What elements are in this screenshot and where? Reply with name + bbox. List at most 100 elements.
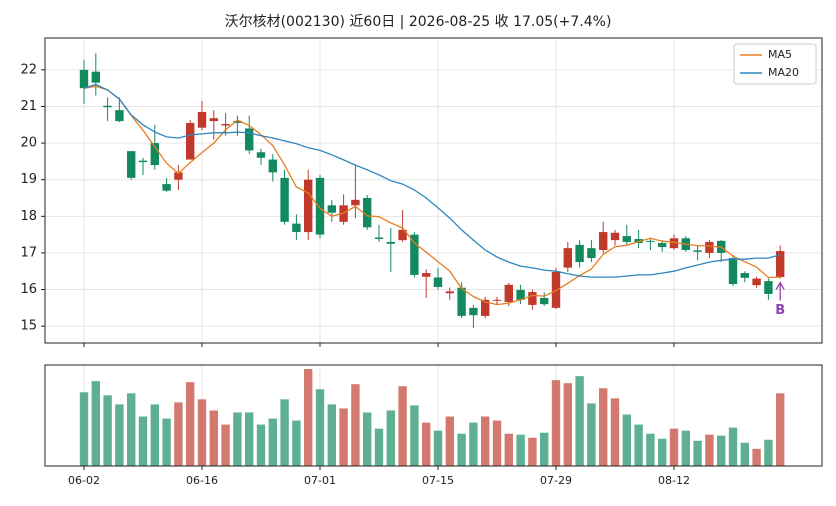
y-tick-label: 16	[20, 282, 37, 297]
volume-bar	[646, 433, 655, 466]
legend-label: MA5	[768, 48, 792, 61]
candle-body	[221, 124, 230, 126]
volume-bar	[551, 380, 561, 466]
candle-body	[233, 121, 242, 123]
candle-body	[304, 179, 313, 233]
x-tick-label: 07-01	[304, 474, 336, 487]
candle-body	[622, 236, 631, 242]
annotation-arrowhead	[775, 281, 785, 290]
x-tick-label: 06-16	[186, 474, 218, 487]
y-tick-label: 20	[20, 136, 37, 151]
volume-bar	[280, 399, 289, 466]
volume-bar	[91, 381, 100, 466]
candle-body	[563, 248, 572, 268]
volume-bar	[752, 448, 761, 466]
candle-body	[162, 184, 171, 191]
volume-bar	[138, 416, 148, 466]
volume-bar	[209, 410, 218, 466]
candle-body	[752, 278, 761, 286]
x-tick-label: 06-02	[68, 474, 100, 487]
candle-body	[327, 205, 336, 213]
volume-bar	[374, 428, 384, 466]
volume-bar	[422, 422, 431, 466]
volume-bar	[233, 412, 242, 466]
candle-body	[504, 284, 513, 302]
candle-body	[610, 232, 620, 241]
candle-body	[540, 297, 549, 305]
volume-bar	[492, 420, 502, 466]
volume-bar	[327, 404, 336, 466]
candle-body	[138, 160, 148, 163]
volume-bar	[268, 418, 277, 466]
volume-bar	[351, 384, 360, 466]
volume-bar	[776, 393, 785, 466]
candle-body	[599, 232, 608, 250]
volume-bar	[681, 430, 690, 466]
volume-bar	[79, 392, 89, 466]
volume-bar	[634, 424, 643, 466]
y-tick-label: 17	[20, 245, 37, 260]
x-tick-label: 08-12	[658, 474, 690, 487]
volume-bar	[469, 422, 478, 466]
candle-body	[280, 177, 289, 222]
candle-body	[186, 122, 195, 160]
legend-box	[733, 43, 817, 85]
candle-body	[469, 307, 478, 316]
candle-body	[492, 299, 502, 301]
candle-body	[245, 128, 254, 151]
y-tick-label: 22	[20, 62, 37, 77]
candle-body	[91, 71, 100, 83]
candle-body	[481, 299, 490, 316]
volume-bar	[622, 414, 631, 466]
volume-bar	[516, 434, 525, 466]
volume-bar	[504, 433, 513, 466]
candle-body	[127, 151, 136, 178]
volume-bar	[740, 442, 749, 466]
volume-bar	[304, 369, 313, 466]
volume-bar	[540, 432, 549, 466]
ma-line	[83, 85, 781, 306]
candle-body	[209, 118, 218, 122]
volume-bar	[221, 424, 230, 466]
candle-body	[669, 238, 679, 249]
volume-bar	[728, 427, 738, 466]
volume-bar	[705, 434, 714, 466]
candle-body	[776, 251, 785, 278]
plot-frame	[44, 37, 823, 344]
volume-bar	[292, 420, 301, 466]
legend-label: MA20	[768, 66, 799, 79]
volume-bar	[186, 382, 195, 466]
candle-body	[268, 159, 277, 173]
candle-body	[374, 237, 384, 240]
candle-body	[79, 69, 89, 89]
volume-bar	[669, 428, 679, 466]
volume-bar	[245, 412, 254, 466]
chart-title: 沃尔核材(002130) 近60日 | 2026-08-25 收 17.05(+…	[225, 14, 612, 30]
candle-body	[528, 292, 537, 305]
y-tick-label: 19	[20, 172, 37, 187]
candle-body	[315, 177, 325, 235]
candle-body	[693, 250, 702, 252]
volume-bar	[410, 405, 419, 466]
candle-body	[646, 240, 655, 242]
candle-body	[658, 243, 667, 248]
volume-frame	[44, 364, 823, 467]
candle-body	[587, 248, 596, 259]
volume-bar	[563, 383, 572, 466]
volume-bar	[103, 395, 112, 466]
volume-bar	[693, 440, 702, 466]
volume-bar	[363, 412, 372, 466]
candle-body	[115, 110, 124, 122]
candle-body	[197, 111, 207, 128]
candle-body	[445, 291, 454, 294]
candle-body	[351, 199, 360, 206]
x-tick-label: 07-15	[422, 474, 454, 487]
volume-bar	[398, 386, 407, 466]
volume-bar	[197, 399, 207, 466]
volume-bar	[445, 416, 454, 466]
candle-body	[174, 172, 183, 180]
candle-body	[575, 244, 584, 263]
candle-body	[398, 229, 407, 241]
